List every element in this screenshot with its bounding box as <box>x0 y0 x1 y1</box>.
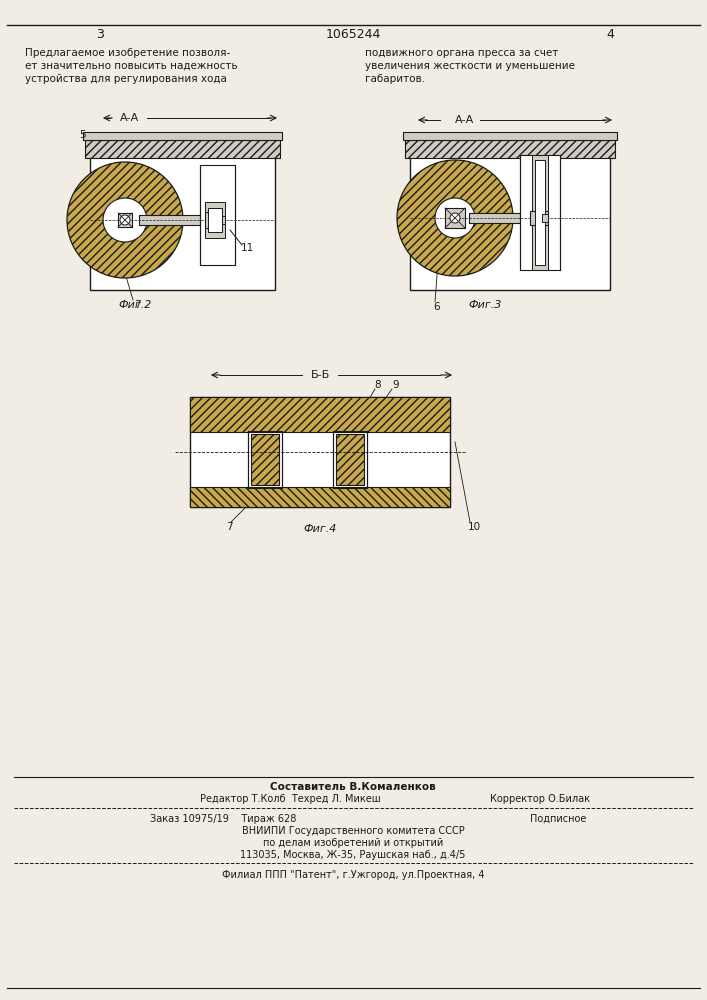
Bar <box>248 431 282 488</box>
Bar <box>530 211 548 225</box>
Text: 7: 7 <box>134 300 140 310</box>
Bar <box>190 397 450 507</box>
Bar <box>532 155 548 270</box>
Text: Подписное: Подписное <box>530 814 586 824</box>
Text: устройства для регулирования хода: устройства для регулирования хода <box>25 74 227 84</box>
Text: 9: 9 <box>392 380 399 390</box>
Bar <box>333 431 367 488</box>
Text: увеличения жесткости и уменьшение: увеличения жесткости и уменьшение <box>365 61 575 71</box>
Circle shape <box>397 160 513 276</box>
Circle shape <box>103 198 147 242</box>
Text: Предлагаемое изобретение позволя-: Предлагаемое изобретение позволя- <box>25 48 230 58</box>
Text: А-А: А-А <box>455 115 474 125</box>
Text: Составитель В.Комаленков: Составитель В.Комаленков <box>270 782 436 792</box>
Text: Редактор Т.Колб  Техред Л. Микеш: Редактор Т.Колб Техред Л. Микеш <box>200 794 380 804</box>
Text: 5: 5 <box>78 130 86 140</box>
Text: ет значительно повысить надежность: ет значительно повысить надежность <box>25 61 238 71</box>
Text: 7: 7 <box>226 522 233 532</box>
Text: Фиг.2: Фиг.2 <box>118 300 152 310</box>
Bar <box>139 215 210 225</box>
Text: Корректор О.Билак: Корректор О.Билак <box>490 794 590 804</box>
Bar <box>542 214 548 222</box>
Bar <box>205 212 217 228</box>
Bar <box>217 216 225 224</box>
Text: габаритов.: габаритов. <box>365 74 425 84</box>
Circle shape <box>435 198 475 238</box>
Circle shape <box>120 215 130 225</box>
Bar <box>520 155 560 270</box>
Bar <box>90 140 275 290</box>
Text: Б-Б: Б-Б <box>310 370 329 380</box>
Bar <box>405 140 615 158</box>
Bar <box>403 132 617 140</box>
Text: Фиг.3: Фиг.3 <box>468 300 502 310</box>
Text: Фиг.4: Фиг.4 <box>303 524 337 534</box>
Text: 4: 4 <box>606 27 614 40</box>
Text: Заказ 10975/19    Тираж 628: Заказ 10975/19 Тираж 628 <box>150 814 296 824</box>
Text: 11: 11 <box>240 243 254 253</box>
Bar <box>118 213 132 227</box>
Bar <box>205 202 225 238</box>
Text: 10: 10 <box>467 522 481 532</box>
Text: 113035, Москва, Ж-35, Раушская наб., д.4/5: 113035, Москва, Ж-35, Раушская наб., д.4… <box>240 850 466 860</box>
Text: Филиал ППП "Патент", г.Ужгород, ул.Проектная, 4: Филиал ППП "Патент", г.Ужгород, ул.Проек… <box>222 870 484 880</box>
Bar <box>83 132 282 140</box>
Circle shape <box>450 213 460 223</box>
Bar <box>208 208 222 232</box>
Bar <box>469 213 530 223</box>
Text: по делам изобретений и открытий: по делам изобретений и открытий <box>263 838 443 848</box>
Bar <box>118 213 132 227</box>
Circle shape <box>67 162 183 278</box>
Bar <box>410 140 610 290</box>
Bar <box>445 208 465 228</box>
Text: ВНИИПИ Государственного комитета СССР: ВНИИПИ Государственного комитета СССР <box>242 826 464 836</box>
Text: 6: 6 <box>433 302 440 312</box>
Text: 8: 8 <box>375 380 381 390</box>
Bar <box>336 434 364 485</box>
Bar <box>190 397 450 432</box>
Bar <box>200 165 235 265</box>
Text: подвижного органа пресса за счет: подвижного органа пресса за счет <box>365 48 559 58</box>
Bar <box>251 434 279 485</box>
Bar <box>190 487 450 507</box>
Text: 3: 3 <box>96 27 104 40</box>
Text: А-А: А-А <box>120 113 139 123</box>
Text: 1065244: 1065244 <box>325 27 380 40</box>
Bar <box>535 160 545 265</box>
Bar <box>85 140 280 158</box>
